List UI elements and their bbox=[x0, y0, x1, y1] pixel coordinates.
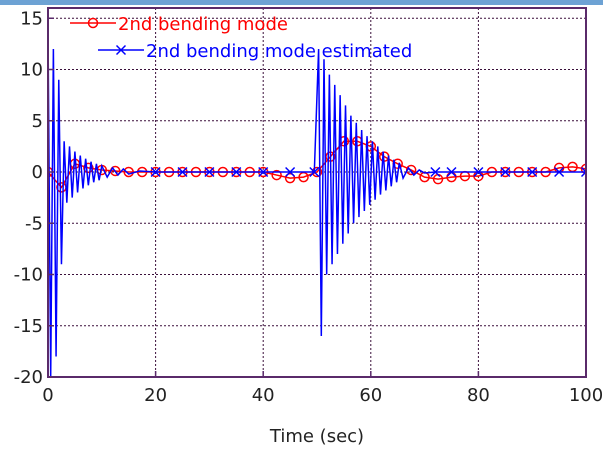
x-tick-label: 100 bbox=[569, 385, 603, 406]
data-point-2nd-bending-mode bbox=[284, 172, 296, 184]
legend: 2nd bending mode 2nd bending mode estimat… bbox=[70, 14, 412, 62]
data-point-2nd-bending-mode bbox=[271, 169, 282, 181]
x-tick-label: 0 bbox=[42, 385, 53, 406]
x-axis-label: Time (sec) bbox=[269, 426, 364, 447]
x-tick-label: 80 bbox=[467, 385, 490, 406]
legend-marker-2nd-bending-mode bbox=[87, 17, 99, 29]
x-tick-label: 40 bbox=[252, 385, 275, 406]
data-point-2nd-bending-mode-estimated bbox=[430, 166, 441, 178]
data-point-2nd-bending-mode-estimated bbox=[150, 166, 161, 178]
legend-label-2nd-bending-mode: 2nd bending mode bbox=[118, 14, 288, 35]
legend-label-2nd-bending-mode-estimated: 2nd bending mode estimated bbox=[146, 41, 412, 62]
y-tick-label: 15 bbox=[20, 8, 43, 29]
y-tick-label: 5 bbox=[32, 111, 43, 132]
window-top-bar bbox=[0, 0, 603, 5]
data-point-2nd-bending-mode-estimated bbox=[309, 166, 320, 178]
data-point-2nd-bending-mode-estimated bbox=[500, 166, 511, 178]
plot-area-background bbox=[48, 8, 586, 377]
data-point-2nd-bending-mode bbox=[580, 163, 586, 175]
data-point-2nd-bending-mode bbox=[83, 162, 94, 174]
data-point-2nd-bending-mode-estimated bbox=[204, 166, 215, 178]
legend-marker-2nd-bending-mode-estimated bbox=[115, 44, 127, 56]
series-line-2nd-bending-mode-estimated bbox=[48, 28, 586, 377]
y-tick-label: -15 bbox=[14, 316, 43, 337]
plot-area-frame bbox=[47, 7, 587, 378]
y-tick-label: -20 bbox=[14, 367, 43, 388]
data-point-2nd-bending-mode-estimated bbox=[258, 166, 269, 178]
y-tick-label: -10 bbox=[14, 265, 43, 286]
data-point-2nd-bending-mode-estimated bbox=[527, 166, 538, 178]
tick-layer: 0 20 40 60 80 100 15 10 5 0 -5 -10 -15 -20 bbox=[14, 8, 603, 406]
data-point-2nd-bending-mode-estimated bbox=[177, 166, 188, 178]
data-point-2nd-bending-mode-estimated bbox=[446, 166, 457, 178]
y-tick-label: 10 bbox=[20, 60, 43, 81]
y-tick-label: 0 bbox=[32, 162, 43, 183]
x-tick-label: 60 bbox=[359, 385, 382, 406]
data-point-2nd-bending-mode-estimated bbox=[580, 166, 586, 178]
data-point-2nd-bending-mode-estimated bbox=[554, 166, 565, 178]
x-tick-label: 20 bbox=[144, 385, 167, 406]
data-point-2nd-bending-mode-estimated bbox=[473, 166, 484, 178]
data-point-2nd-bending-mode-estimated bbox=[231, 166, 242, 178]
y-tick-label: -5 bbox=[25, 213, 43, 234]
data-point-2nd-bending-mode-estimated bbox=[285, 166, 296, 178]
